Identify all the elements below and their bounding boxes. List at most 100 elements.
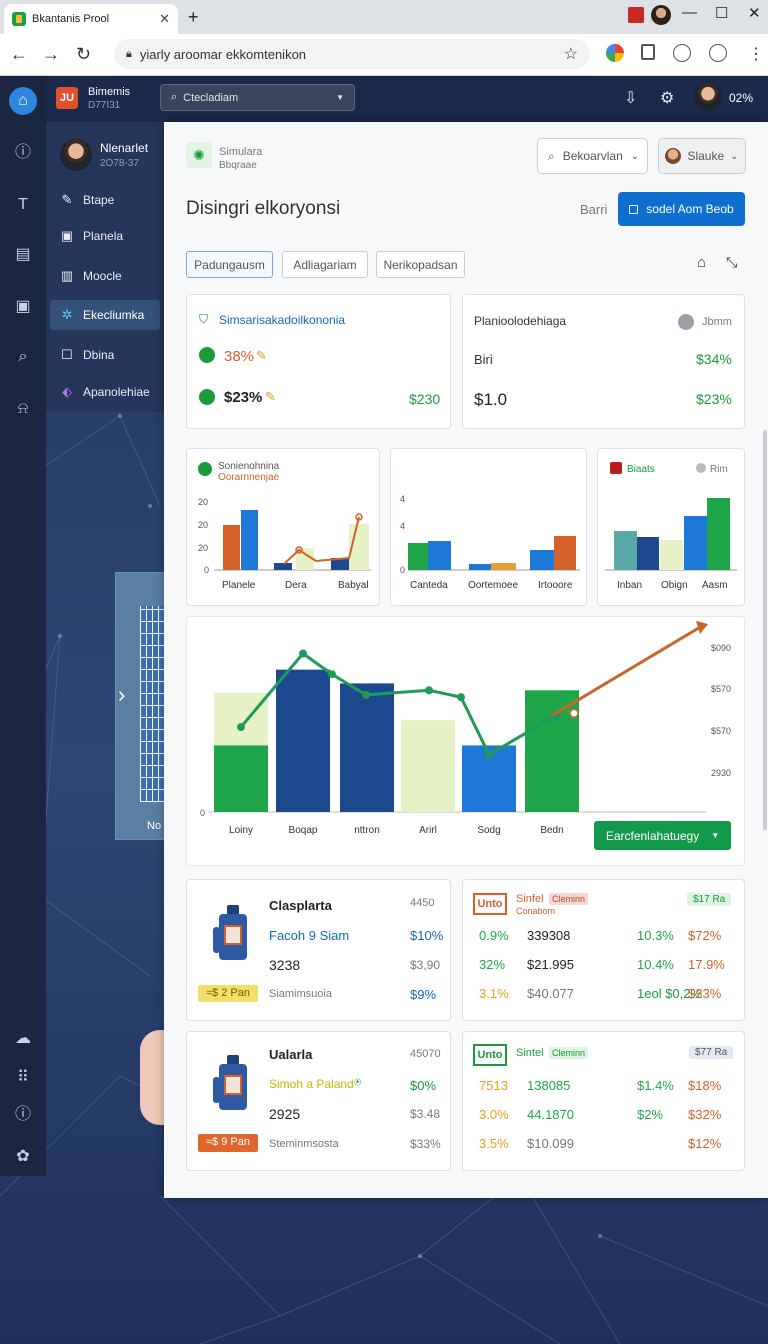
mini-chart-right: Rim	[710, 464, 728, 475]
browser-tab[interactable]: Bkantanis Prool ✕	[4, 4, 178, 34]
lock-icon: 🔒︎	[126, 47, 132, 60]
user-dropdown[interactable]: Slauke ⌄	[658, 138, 746, 174]
product-note: Siamimsuoia	[269, 988, 332, 1000]
bar	[554, 536, 576, 570]
sidebar-item-apanolehiae[interactable]: ⬖ Apanolehiae	[50, 377, 160, 407]
hand-image	[140, 1030, 166, 1125]
product-note-value: $33%	[410, 1137, 441, 1151]
y-tick-right: $570	[711, 684, 731, 694]
solar-panel-image	[140, 606, 165, 802]
chart-logo-icon	[610, 462, 622, 474]
bar	[530, 550, 554, 570]
user-avatar[interactable]	[694, 83, 722, 111]
tab-close-icon[interactable]: ✕	[159, 11, 170, 26]
mini-chart-2: 4 4 0 Canteda Oortemoee Irtooore	[400, 494, 580, 591]
y-tick: 0	[400, 565, 405, 575]
sidebar-user-sub: 2O78-37	[100, 158, 139, 169]
product-price-badge: ≈$ 9 Pan	[198, 1134, 258, 1152]
scrollbar[interactable]	[763, 430, 767, 830]
line-point	[328, 670, 336, 679]
stats-cell: $23%	[688, 986, 722, 1001]
sidebar-item-btape[interactable]: ✎ Btape	[50, 185, 160, 215]
x-label: Bedn	[540, 825, 563, 836]
product-code: 4450	[410, 897, 435, 909]
app-search-box[interactable]: ⌕ Ctecladiam ▼	[160, 84, 355, 111]
y-tick-right: $570	[711, 726, 731, 736]
stats-cell: $12%	[688, 1136, 722, 1151]
maximize-icon[interactable]: ☐	[715, 5, 729, 22]
sidebar-item-dbina[interactable]: ☐ Dbina	[50, 340, 160, 370]
tab-padungausm[interactable]: Padungausm	[186, 251, 273, 278]
stats-cell: 44.1870	[527, 1107, 574, 1122]
chevron-right-icon[interactable]: ›	[118, 682, 126, 707]
bar	[340, 683, 394, 812]
dropdown-caret-icon: ▼	[336, 93, 344, 102]
layout-icon[interactable]: ▤	[15, 246, 31, 263]
chevron-down-icon: ▼	[711, 831, 720, 840]
home-icon[interactable]: ⌂	[9, 87, 37, 115]
expand-icon[interactable]: ⤡	[726, 254, 738, 270]
tab-nerikopadsan[interactable]: Nerikopadsan	[376, 251, 465, 278]
search-dropdown[interactable]: ⌕ Bekoarvlan ⌄	[537, 138, 648, 174]
stats-cell: $21.995	[527, 957, 574, 972]
stats-logo: Unto	[473, 1044, 507, 1066]
x-label: nttron	[354, 825, 380, 836]
terminal-icon[interactable]: ▣	[15, 298, 31, 315]
download-icon[interactable]: ⇩	[624, 90, 638, 107]
sidebar-item-ekecliumka[interactable]: ✲ Ekecliumka	[50, 300, 160, 330]
cloud-icon[interactable]: ☁	[15, 1030, 31, 1047]
chevron-down-icon: ⌄	[730, 150, 739, 162]
sidebar-item-label: Btape	[83, 193, 115, 207]
window-close-icon[interactable]: ✕	[748, 5, 761, 22]
menu-kebab-icon[interactable]: ⋮	[748, 46, 764, 63]
product-price-badge: ≈$ 2 Pan	[198, 985, 258, 1002]
mini-chart-card	[390, 448, 587, 606]
main-chart: Loiny Boqap nttron Arirl Sodg Bedn $090 $570 $57…	[200, 621, 731, 836]
sidebar-item-planela[interactable]: ▣ Planela	[50, 221, 160, 251]
address-bar[interactable]: 🔒︎ yiarly aroomar ekkomtenikon ☆	[114, 39, 590, 69]
mini-chart-title: Sonienohnina	[218, 461, 280, 472]
primary-action-button[interactable]: sodel Aom Beob	[618, 192, 745, 226]
forward-icon[interactable]: →	[42, 44, 60, 64]
tab-adliagariam[interactable]: Adliagariam	[282, 251, 368, 278]
mini-chart-subtitle: Oorarnnenjae	[218, 472, 280, 483]
puzzle-icon[interactable]	[641, 44, 655, 60]
gear-icon[interactable]: ⚙	[660, 90, 675, 107]
product-line2-value: $0%	[410, 1078, 437, 1093]
product-line2: Facoh 9 Siam	[269, 928, 350, 943]
extension-icon[interactable]	[606, 44, 624, 62]
home-icon[interactable]: ⌂	[697, 254, 707, 271]
apps-grid-icon[interactable]: ⠿	[17, 1069, 29, 1086]
new-tab-button[interactable]: +	[188, 7, 199, 27]
text-icon[interactable]: T	[18, 196, 28, 213]
extension-badge-icon[interactable]	[628, 7, 644, 23]
info-icon[interactable]: ⓘ	[14, 144, 31, 161]
sidebar-item-moocle[interactable]: ▥ Moocle	[50, 261, 160, 291]
minimize-icon[interactable]: —	[682, 4, 697, 21]
line-point	[485, 750, 493, 759]
filter-dropdown-button[interactable]: Earcfenlahatuegy ▼	[594, 821, 731, 850]
sidebar-user-name: Nlenarlet	[100, 141, 149, 155]
header-percentage: 02%	[729, 91, 754, 105]
stats-cell: 138085	[527, 1078, 571, 1093]
bookmark-star-icon[interactable]: ☆	[563, 46, 578, 63]
stats-chip: Cleminn	[549, 1047, 589, 1059]
sidebar-avatar	[60, 139, 92, 171]
reload-icon[interactable]: ↻	[76, 44, 92, 64]
performance-icon[interactable]	[673, 44, 691, 62]
bar	[614, 531, 637, 570]
settings-flower-icon[interactable]: ✿	[16, 1148, 30, 1165]
tag-icon: ⬖	[62, 384, 72, 399]
profile-avatar[interactable]	[651, 5, 671, 25]
bar	[428, 541, 451, 570]
help-icon[interactable]: ⓘ	[14, 1106, 31, 1123]
summary-value: $23%	[696, 391, 732, 407]
back-icon[interactable]: ←	[10, 44, 28, 64]
account-icon[interactable]	[709, 44, 727, 62]
search-icon[interactable]: ⌕	[18, 348, 28, 365]
stats-cell: 32%	[479, 957, 506, 972]
x-label: Inban	[617, 580, 642, 591]
bell-icon[interactable]: ⍾	[17, 400, 29, 417]
x-label: Planele	[222, 580, 256, 591]
stats-cell: 10.4%	[637, 957, 674, 972]
